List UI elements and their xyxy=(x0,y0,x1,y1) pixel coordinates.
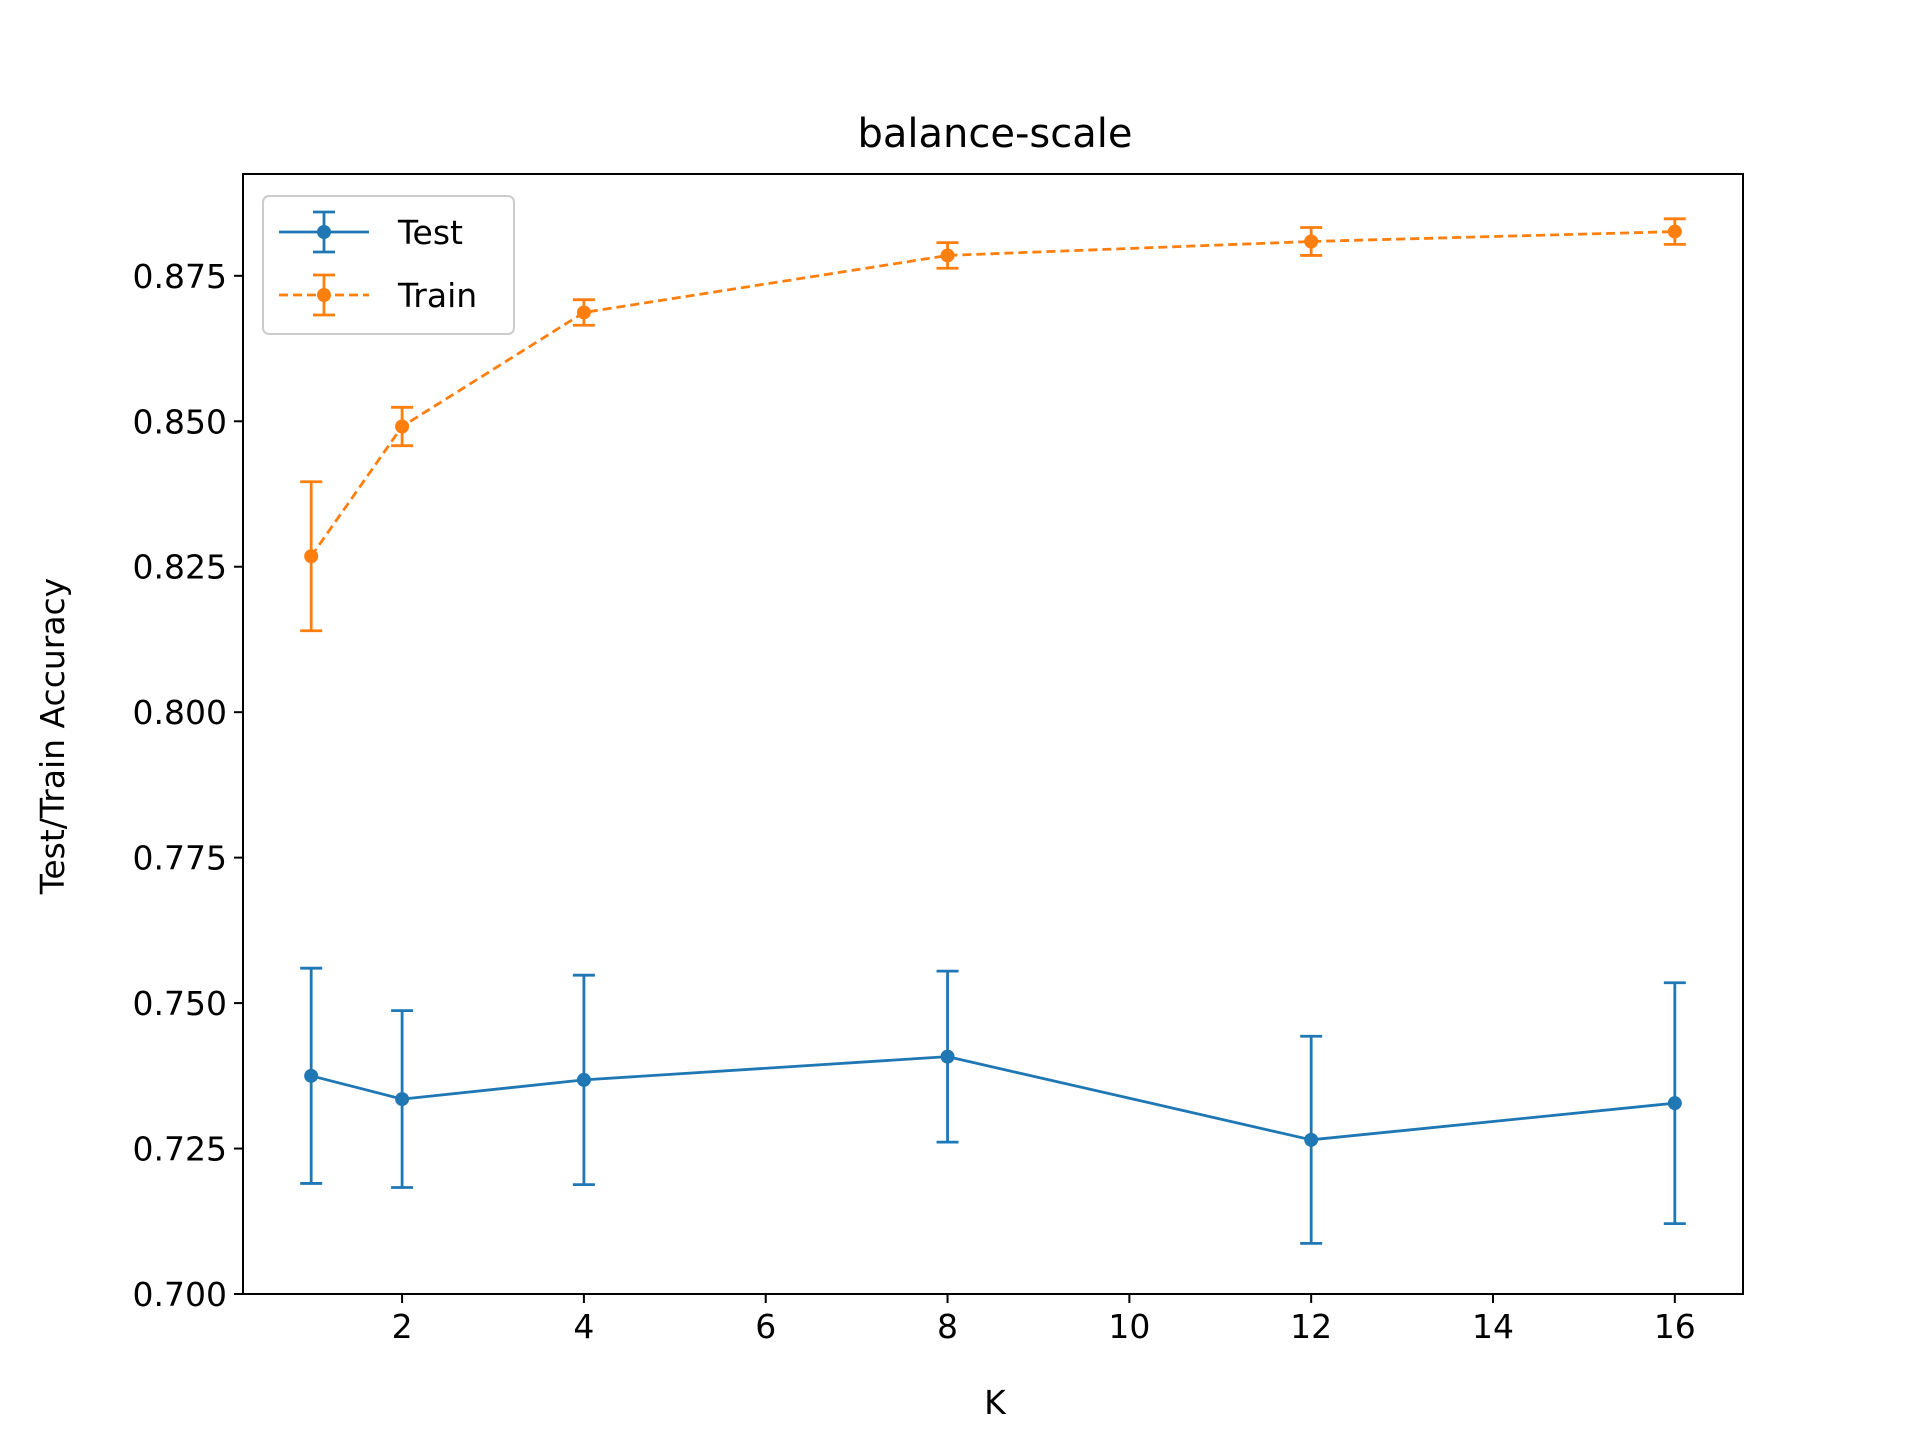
x-axis-label: K xyxy=(984,1383,1007,1422)
data-point-train xyxy=(1304,234,1319,249)
y-tick-label: 0.775 xyxy=(133,839,227,878)
series-test xyxy=(300,966,1686,1245)
y-tick-label: 0.700 xyxy=(133,1275,227,1314)
data-point-train xyxy=(304,549,319,564)
x-tick-label: 6 xyxy=(755,1307,776,1346)
x-tick-label: 14 xyxy=(1472,1307,1514,1346)
x-tick-label: 16 xyxy=(1654,1307,1696,1346)
data-point-test xyxy=(576,1072,591,1087)
x-tick-label: 12 xyxy=(1290,1307,1332,1346)
data-point-test xyxy=(395,1092,410,1107)
y-tick-label: 0.825 xyxy=(133,548,227,587)
x-tick-label: 2 xyxy=(392,1307,413,1346)
series-line-test xyxy=(310,1055,1675,1142)
series-train xyxy=(300,217,1686,633)
data-point-test xyxy=(940,1049,955,1064)
legend-entry-test: Test xyxy=(279,210,463,254)
data-point-train xyxy=(940,248,955,263)
series-line-train xyxy=(310,230,1675,558)
plot-frame xyxy=(242,173,1744,1295)
y-axis-label: Test/Train Accuracy xyxy=(33,578,72,895)
legend-label-train: Train xyxy=(397,276,477,315)
y-tick-label: 0.750 xyxy=(133,984,227,1023)
plot-area xyxy=(300,217,1686,1245)
x-tick-label: 8 xyxy=(937,1307,958,1346)
y-tick-label: 0.800 xyxy=(133,693,227,732)
x-tick-label: 10 xyxy=(1108,1307,1150,1346)
chart-title: balance-scale xyxy=(858,111,1133,157)
data-point-test xyxy=(1667,1096,1682,1111)
axes: 2 4 6 8 10 12 14 16 0.700 0.725 0.750 0.775 0.800 0.8… xyxy=(133,173,1744,1346)
data-point-train xyxy=(395,419,410,434)
data-point-test xyxy=(1304,1132,1319,1147)
y-tick-label: 0.850 xyxy=(133,402,227,441)
legend-entry-train: Train xyxy=(279,273,477,317)
legend-marker-train xyxy=(317,288,331,302)
y-tick-label: 0.725 xyxy=(133,1130,227,1169)
data-point-test xyxy=(304,1068,319,1083)
legend-label-test: Test xyxy=(397,213,463,252)
data-point-train xyxy=(576,305,591,320)
data-point-train xyxy=(1667,224,1682,239)
legend: Test Train xyxy=(262,195,515,335)
y-tick-label: 0.875 xyxy=(133,257,227,296)
x-tick-label: 4 xyxy=(573,1307,594,1346)
legend-marker-test xyxy=(317,225,331,239)
